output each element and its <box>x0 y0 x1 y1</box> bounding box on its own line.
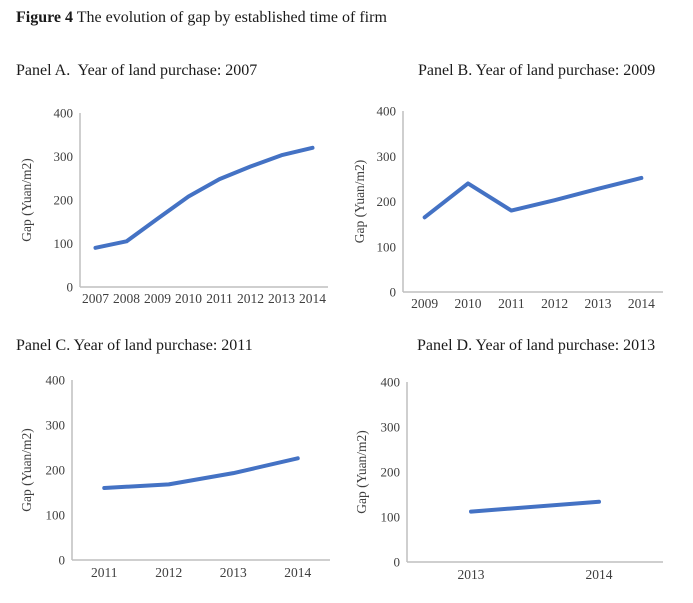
svg-text:0: 0 <box>394 555 401 570</box>
figure-number-label: Figure 4 <box>16 9 74 26</box>
svg-text:300: 300 <box>46 418 66 433</box>
svg-text:200: 200 <box>54 193 74 208</box>
svg-text:Gap (Yuan/m2): Gap (Yuan/m2) <box>19 428 34 512</box>
svg-text:2008: 2008 <box>113 291 140 306</box>
svg-text:2013: 2013 <box>458 567 485 582</box>
svg-text:2011: 2011 <box>498 296 525 311</box>
svg-text:300: 300 <box>54 149 74 164</box>
svg-text:300: 300 <box>381 420 401 435</box>
svg-text:2012: 2012 <box>155 565 182 580</box>
svg-text:2011: 2011 <box>206 291 233 306</box>
svg-text:400: 400 <box>54 106 74 121</box>
svg-text:2010: 2010 <box>175 291 202 306</box>
svg-text:400: 400 <box>377 104 397 119</box>
svg-text:2014: 2014 <box>284 565 311 580</box>
svg-text:0: 0 <box>67 280 74 295</box>
svg-text:2010: 2010 <box>455 296 482 311</box>
svg-text:2011: 2011 <box>91 565 118 580</box>
svg-text:2013: 2013 <box>220 565 247 580</box>
panel-a-title: Panel A. Year of land purchase: 2007 <box>16 62 258 79</box>
panel-d-chart: 0 100 200 300 400 2013 2014 Gap (Yuan/m2) <box>354 375 663 582</box>
svg-text:100: 100 <box>54 236 74 251</box>
svg-text:100: 100 <box>377 239 397 254</box>
svg-text:400: 400 <box>381 375 401 390</box>
svg-text:2012: 2012 <box>541 296 568 311</box>
svg-text:2014: 2014 <box>586 567 613 582</box>
svg-text:2013: 2013 <box>585 296 612 311</box>
svg-text:200: 200 <box>381 465 401 480</box>
figure-title: Figure 4 The evolution of gap by establi… <box>16 9 387 27</box>
panel-b-chart: 0 100 200 300 400 2009 2010 2011 2012 2013 2014 Gap… <box>352 104 663 311</box>
svg-text:2009: 2009 <box>411 296 438 311</box>
svg-text:2014: 2014 <box>628 296 655 311</box>
figure-title-text: The evolution of gap by established time… <box>73 9 387 26</box>
panel-a-chart: 0 100 200 300 400 2007 2008 2009 2010 2011 2012 201… <box>19 106 328 306</box>
svg-text:200: 200 <box>46 463 66 478</box>
svg-text:0: 0 <box>390 285 397 300</box>
svg-text:400: 400 <box>46 373 66 388</box>
svg-text:Gap (Yuan/m2): Gap (Yuan/m2) <box>19 158 34 242</box>
svg-text:Gap (Yuan/m2): Gap (Yuan/m2) <box>354 430 369 514</box>
svg-text:2014: 2014 <box>299 291 326 306</box>
panel-c-title: Panel C. Year of land purchase: 2011 <box>16 337 253 354</box>
svg-text:300: 300 <box>377 149 397 164</box>
panel-b-title: Panel B. Year of land purchase: 2009 <box>418 62 656 79</box>
svg-text:100: 100 <box>46 508 66 523</box>
svg-text:200: 200 <box>377 194 397 209</box>
svg-text:2013: 2013 <box>268 291 295 306</box>
svg-text:2007: 2007 <box>82 291 109 306</box>
panel-c-chart: 0 100 200 300 400 2011 2012 2013 2014 Gap (Yuan/m… <box>19 373 330 580</box>
svg-text:2009: 2009 <box>144 291 171 306</box>
svg-text:Gap (Yuan/m2): Gap (Yuan/m2) <box>352 160 367 244</box>
svg-text:0: 0 <box>59 553 66 568</box>
svg-text:100: 100 <box>381 510 401 525</box>
panel-d-title: Panel D. Year of land purchase: 2013 <box>417 337 656 354</box>
svg-text:2012: 2012 <box>237 291 264 306</box>
